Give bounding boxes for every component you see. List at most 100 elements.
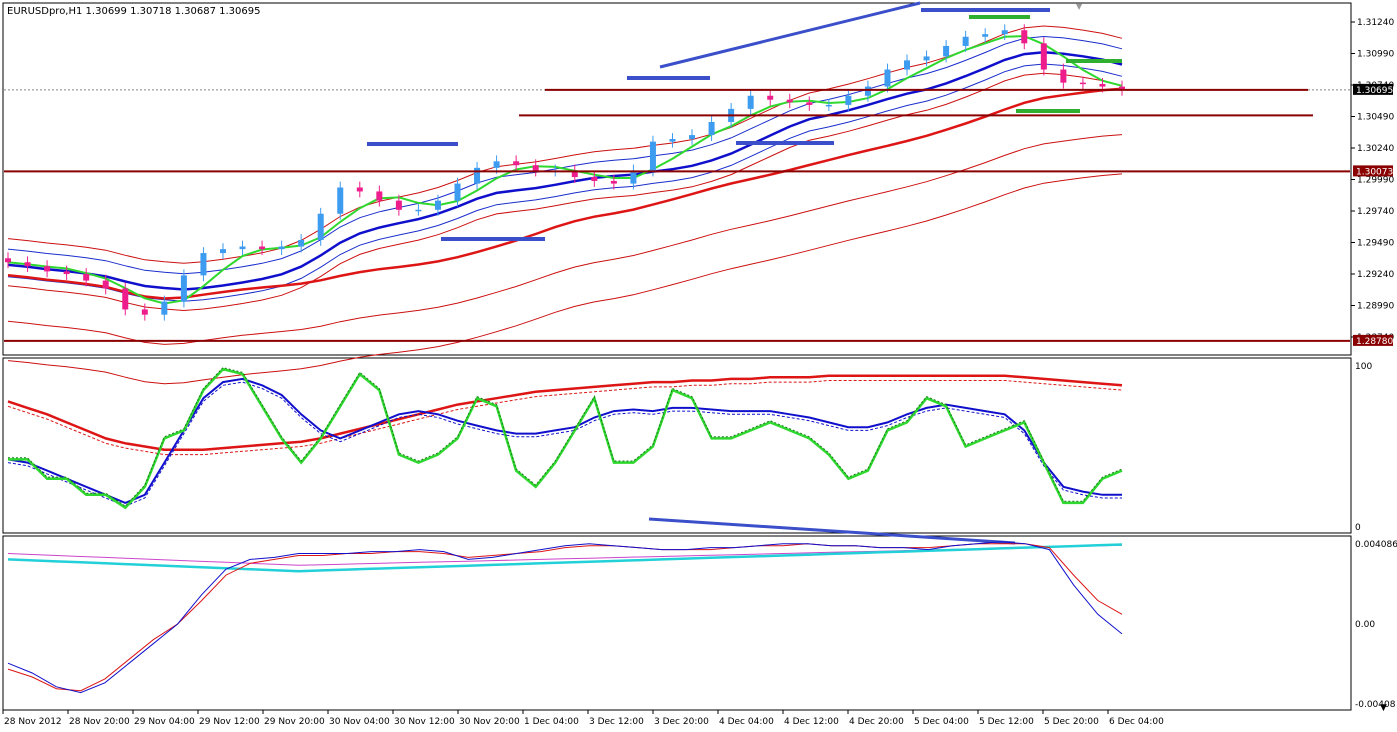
candle-body (884, 69, 891, 87)
time-tick-label: 4 Dec 20:00 (849, 717, 904, 727)
candle-body (786, 99, 793, 103)
time-tick-label: 29 Nov 04:00 (134, 717, 195, 727)
macd-red-line (7, 543, 1123, 692)
lower-envelope-line (7, 72, 1123, 312)
candle-body (943, 45, 950, 57)
candle-body (747, 95, 754, 109)
candle-body (239, 246, 246, 250)
stochastic-green-line (8, 367, 1123, 510)
price-tick-label: 1.29740 (1357, 207, 1394, 217)
candle-body (395, 200, 402, 210)
candle-body (591, 177, 598, 181)
candle-body (1001, 30, 1008, 35)
trend-line (659, 1, 921, 69)
scroll-to-end-icon[interactable]: ▼ (1380, 703, 1387, 713)
price-pane[interactable] (2, 2, 1352, 356)
time-tick-label: 3 Dec 20:00 (654, 717, 709, 727)
candle-body (434, 200, 441, 210)
candle-body (708, 121, 715, 136)
candle-body (1079, 82, 1086, 85)
candle-body (102, 280, 109, 289)
candle-body (317, 213, 324, 240)
candle-body (571, 170, 578, 178)
time-tick-label: 5 Dec 04:00 (914, 717, 969, 727)
candle-body (5, 258, 11, 263)
time-tick-label: 30 Nov 04:00 (329, 717, 390, 727)
time-tick-label: 28 Nov 20:00 (69, 717, 130, 727)
time-tick-label: 4 Dec 04:00 (719, 717, 774, 727)
macd-pane[interactable] (2, 535, 1352, 711)
candle-body (513, 161, 520, 166)
candle-body (806, 102, 813, 105)
macd-blue-line (7, 541, 1123, 694)
candle-body (24, 262, 31, 267)
candle-body (376, 191, 383, 201)
candle-body (532, 165, 539, 171)
upper-envelope-line (7, 25, 1123, 264)
candle-body (669, 139, 676, 142)
macd-tick-label: 0.004086 (1355, 540, 1397, 550)
stochastic-tick-label: 0 (1355, 523, 1361, 533)
candle-body (415, 209, 422, 212)
stochastic-layer (7, 367, 1123, 545)
candle-body (337, 187, 344, 214)
candle-body (454, 183, 461, 201)
candle-body (200, 253, 207, 276)
time-tick-label: 29 Nov 12:00 (199, 717, 260, 727)
candle-body (161, 301, 168, 315)
time-tick-label: 4 Dec 12:00 (784, 717, 839, 727)
candle-body (83, 274, 90, 281)
candle-body (610, 180, 617, 184)
price-tick-label: 1.29990 (1357, 176, 1394, 186)
candle-body (1021, 30, 1028, 44)
lower-envelope-3-line (7, 173, 1123, 385)
candle-body (474, 167, 481, 184)
level-badge-2-box (1353, 334, 1393, 346)
candle-body (649, 141, 656, 171)
candle-body (630, 170, 637, 184)
candle-body (923, 56, 930, 61)
time-tick-label: 30 Nov 20:00 (459, 717, 520, 727)
axis-layer: 1.312401.309901.307401.304901.302401.299… (2, 18, 1397, 727)
candle-body (63, 271, 70, 275)
stochastic-pane[interactable] (2, 357, 1352, 534)
time-tick-label: 1 Dec 04:00 (524, 717, 579, 727)
candle-body (825, 104, 832, 107)
chart-title: EURUSDpro,H1 1.30699 1.30718 1.30687 1.3… (7, 6, 261, 17)
time-tick-label: 30 Nov 12:00 (394, 717, 455, 727)
candle-body (982, 34, 989, 37)
candle-body (298, 239, 305, 247)
price-tick-label: 1.30240 (1357, 144, 1394, 154)
candle-body (278, 246, 285, 250)
candle-body (864, 86, 871, 96)
candle-body (259, 246, 266, 250)
ema-green-line (7, 35, 1123, 305)
upper-bollinger-line (7, 35, 1123, 275)
current-price-badge: 1.30695 (1356, 86, 1393, 96)
candle-body (44, 266, 51, 272)
candle-body (356, 187, 363, 192)
candle-body (1060, 69, 1067, 83)
price-tick-label: 1.31240 (1357, 18, 1394, 28)
price-tick-label: 1.29490 (1357, 239, 1394, 249)
macd-tick-label: 0.00 (1355, 620, 1375, 630)
time-tick-label: 29 Nov 20:00 (264, 717, 325, 727)
candle-body (1119, 86, 1125, 90)
candle-body (1099, 83, 1106, 87)
stochastic-tick-label: 100 (1355, 362, 1372, 372)
level-badge-1-box (1353, 165, 1393, 177)
time-tick-label: 5 Dec 20:00 (1044, 717, 1099, 727)
price-tick-label: 1.29240 (1357, 270, 1394, 280)
stochastic-red-line (7, 374, 1123, 451)
price-layer (4, 1, 1350, 385)
candle-body (767, 95, 774, 100)
time-tick-label: 28 Nov 2012 (4, 717, 62, 727)
lower-envelope-2-line (7, 134, 1123, 345)
candle-body (141, 309, 148, 315)
candle-body (689, 135, 696, 140)
ema-blue-line (7, 50, 1123, 291)
candle-body (493, 161, 500, 168)
price-tick-label: 1.30990 (1357, 50, 1394, 60)
stochastic-red-signal-line (7, 380, 1123, 456)
